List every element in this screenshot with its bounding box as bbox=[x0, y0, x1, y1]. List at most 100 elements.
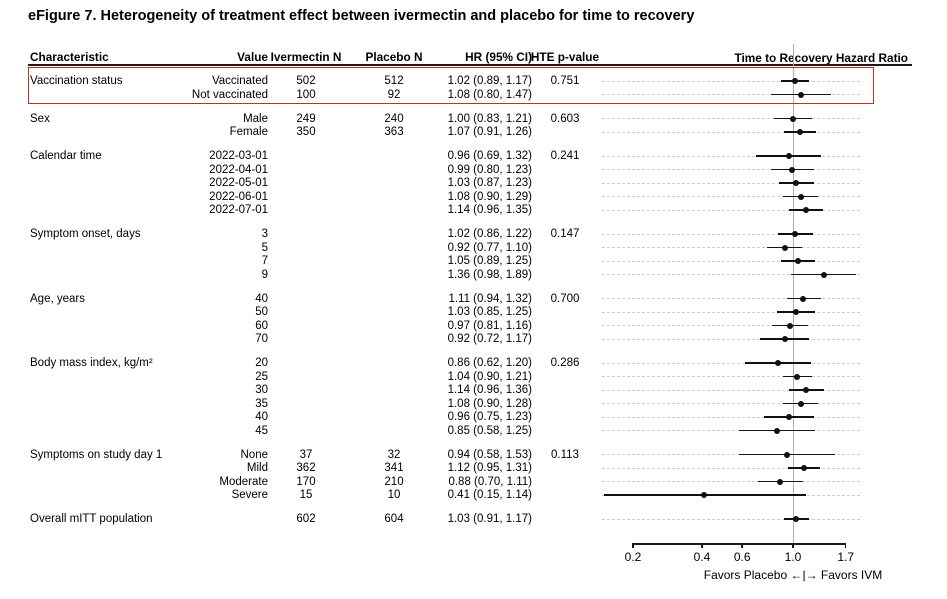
row-gridline bbox=[602, 325, 860, 326]
hr-ci-text: 1.08 (0.80, 1.47) bbox=[447, 88, 532, 101]
axis-tick bbox=[632, 543, 634, 548]
value-label: 2022-07-01 bbox=[209, 204, 268, 216]
reference-line bbox=[792, 44, 794, 543]
hr-ci-text: 1.08 (0.90, 1.28) bbox=[447, 397, 532, 410]
row-gridline bbox=[602, 481, 860, 482]
row-gridline bbox=[602, 430, 860, 431]
hr-ci-text: 1.05 (0.89, 1.25) bbox=[447, 255, 532, 267]
hte-p-value: 0.147 bbox=[550, 228, 580, 240]
row-gridline bbox=[602, 169, 860, 170]
plot-title: Time to Recovery Hazard Ratio bbox=[734, 51, 908, 65]
point-estimate bbox=[785, 153, 792, 159]
axis-tick-label: 1.7 bbox=[837, 550, 855, 564]
ivermectin-n: 37 bbox=[299, 448, 313, 461]
point-estimate bbox=[786, 322, 793, 329]
point-estimate bbox=[773, 427, 780, 434]
point-estimate bbox=[701, 492, 708, 498]
value-label: 40 bbox=[255, 411, 268, 423]
hr-ci-text: 0.94 (0.58, 1.53) bbox=[447, 448, 532, 461]
value-label: 60 bbox=[255, 319, 268, 332]
value-label: 2022-04-01 bbox=[209, 163, 268, 176]
hte-p-value: 0.700 bbox=[550, 292, 580, 305]
characteristic-label: Age, years bbox=[30, 292, 85, 305]
hr-ci-text: 0.85 (0.58, 1.25) bbox=[447, 424, 532, 437]
hr-ci-text: 0.99 (0.80, 1.23) bbox=[447, 163, 532, 176]
point-estimate bbox=[785, 414, 792, 420]
axis-tick bbox=[792, 543, 794, 548]
axis-tick bbox=[844, 543, 847, 548]
hr-ci-text: 1.14 (0.96, 1.35) bbox=[447, 204, 532, 216]
hr-ci-text: 1.14 (0.96, 1.36) bbox=[447, 384, 532, 396]
row-gridline bbox=[602, 416, 860, 418]
row-gridline bbox=[602, 467, 860, 469]
placebo-n: 341 bbox=[384, 462, 404, 474]
axis-line bbox=[633, 543, 846, 545]
value-label: 3 bbox=[261, 228, 268, 240]
hr-ci-text: 0.96 (0.69, 1.32) bbox=[447, 150, 532, 162]
row-gridline bbox=[602, 454, 860, 455]
placebo-n: 363 bbox=[384, 126, 404, 138]
characteristic-label: Vaccination status bbox=[30, 75, 123, 87]
ivermectin-n: 502 bbox=[296, 75, 316, 87]
hr-ci-text: 1.02 (0.86, 1.22) bbox=[447, 228, 532, 240]
point-estimate bbox=[797, 193, 804, 200]
characteristic-label: Sex bbox=[30, 112, 50, 125]
point-estimate bbox=[783, 451, 790, 458]
row-gridline bbox=[602, 209, 860, 211]
value-label: 2022-06-01 bbox=[209, 190, 268, 203]
row-gridline bbox=[602, 196, 860, 197]
ivermectin-n: 15 bbox=[299, 489, 313, 501]
value-label: 20 bbox=[255, 357, 268, 369]
placebo-n: 92 bbox=[387, 88, 401, 101]
characteristic-label: Calendar time bbox=[30, 150, 102, 162]
column-header-ivermectin-n: Ivermectin N bbox=[270, 50, 342, 64]
axis-direction-note: Favors Placebo ←|→ Favors IVM bbox=[703, 568, 883, 582]
point-estimate bbox=[790, 115, 796, 122]
hte-p-value: 0.751 bbox=[550, 75, 580, 87]
point-estimate bbox=[794, 258, 801, 264]
value-label: 70 bbox=[255, 333, 268, 345]
axis-tick-label: 0.4 bbox=[693, 550, 711, 564]
axis-tick-label: 0.2 bbox=[624, 550, 642, 564]
hr-ci-text: 1.12 (0.95, 1.31) bbox=[447, 462, 532, 474]
hr-ci-text: 1.36 (0.98, 1.89) bbox=[447, 268, 532, 281]
value-label: 30 bbox=[255, 384, 268, 396]
placebo-n: 10 bbox=[387, 489, 401, 501]
hr-ci-text: 0.86 (0.62, 1.20) bbox=[447, 357, 532, 369]
value-label: 2022-03-01 bbox=[209, 150, 268, 162]
value-label: None bbox=[240, 448, 269, 461]
row-gridline bbox=[602, 389, 860, 391]
placebo-n: 604 bbox=[384, 513, 404, 525]
hr-ci-text: 0.92 (0.77, 1.10) bbox=[447, 241, 532, 254]
value-label: 35 bbox=[255, 397, 268, 410]
value-label: Mild bbox=[246, 462, 268, 474]
highlight-box bbox=[28, 67, 874, 104]
row-gridline bbox=[602, 260, 860, 262]
hte-p-value: 0.241 bbox=[550, 150, 580, 162]
column-header-placebo-n: Placebo N bbox=[365, 50, 423, 64]
value-label: Male bbox=[243, 112, 268, 125]
hr-ci-text: 1.00 (0.83, 1.21) bbox=[447, 112, 532, 125]
hr-ci-text: 0.88 (0.70, 1.11) bbox=[448, 475, 532, 488]
placebo-n: 240 bbox=[384, 112, 404, 125]
point-estimate bbox=[781, 336, 788, 342]
header-underline bbox=[28, 64, 912, 66]
column-header-hr-ci: HR (95% CI) bbox=[465, 50, 532, 64]
point-estimate bbox=[801, 465, 808, 471]
point-estimate bbox=[792, 180, 799, 186]
value-label: 25 bbox=[255, 370, 268, 383]
value-label: Severe bbox=[231, 489, 268, 501]
placebo-n: 32 bbox=[387, 448, 401, 461]
point-estimate bbox=[797, 91, 804, 98]
hr-ci-text: 1.03 (0.85, 1.25) bbox=[447, 306, 532, 318]
row-gridline bbox=[602, 362, 860, 364]
ivermectin-n: 362 bbox=[296, 462, 316, 474]
row-gridline bbox=[602, 403, 860, 404]
hr-ci-text: 1.11 (0.94, 1.32) bbox=[448, 292, 532, 305]
column-header-value: Value bbox=[237, 50, 268, 64]
value-label: 7 bbox=[261, 255, 268, 267]
row-gridline bbox=[602, 80, 860, 82]
point-estimate bbox=[792, 309, 799, 315]
point-estimate bbox=[791, 78, 798, 84]
